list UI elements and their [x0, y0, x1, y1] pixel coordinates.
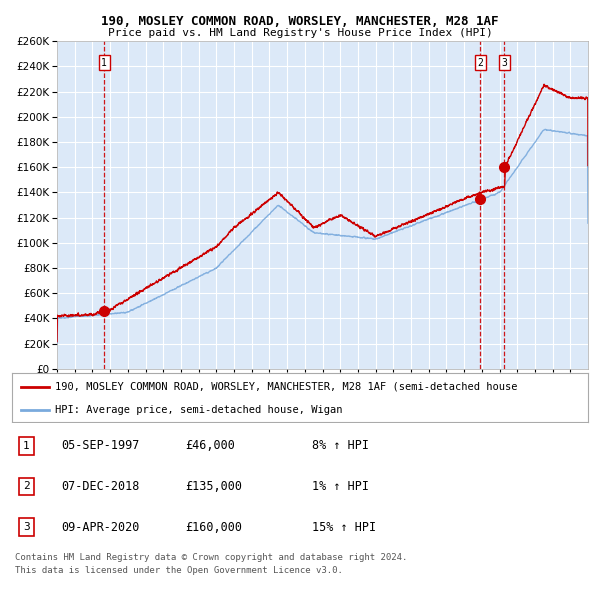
Text: 190, MOSLEY COMMON ROAD, WORSLEY, MANCHESTER, M28 1AF: 190, MOSLEY COMMON ROAD, WORSLEY, MANCHE…	[101, 15, 499, 28]
Text: £135,000: £135,000	[185, 480, 242, 493]
Text: 15% ↑ HPI: 15% ↑ HPI	[311, 520, 376, 533]
Text: Contains HM Land Registry data © Crown copyright and database right 2024.: Contains HM Land Registry data © Crown c…	[15, 553, 407, 562]
Text: 3: 3	[502, 58, 507, 68]
Text: 1: 1	[23, 441, 30, 451]
Text: 09-APR-2020: 09-APR-2020	[61, 520, 139, 533]
Text: 3: 3	[23, 522, 30, 532]
Text: 07-DEC-2018: 07-DEC-2018	[61, 480, 139, 493]
Text: HPI: Average price, semi-detached house, Wigan: HPI: Average price, semi-detached house,…	[55, 405, 343, 415]
Text: 05-SEP-1997: 05-SEP-1997	[61, 440, 139, 453]
Text: 2: 2	[23, 481, 30, 491]
Text: 190, MOSLEY COMMON ROAD, WORSLEY, MANCHESTER, M28 1AF (semi-detached house: 190, MOSLEY COMMON ROAD, WORSLEY, MANCHE…	[55, 382, 518, 392]
Text: This data is licensed under the Open Government Licence v3.0.: This data is licensed under the Open Gov…	[15, 566, 343, 575]
Text: £160,000: £160,000	[185, 520, 242, 533]
Text: £46,000: £46,000	[185, 440, 235, 453]
Text: 8% ↑ HPI: 8% ↑ HPI	[311, 440, 368, 453]
Text: 1% ↑ HPI: 1% ↑ HPI	[311, 480, 368, 493]
Text: 2: 2	[478, 58, 484, 68]
Text: Price paid vs. HM Land Registry's House Price Index (HPI): Price paid vs. HM Land Registry's House …	[107, 28, 493, 38]
Text: 1: 1	[101, 58, 107, 68]
